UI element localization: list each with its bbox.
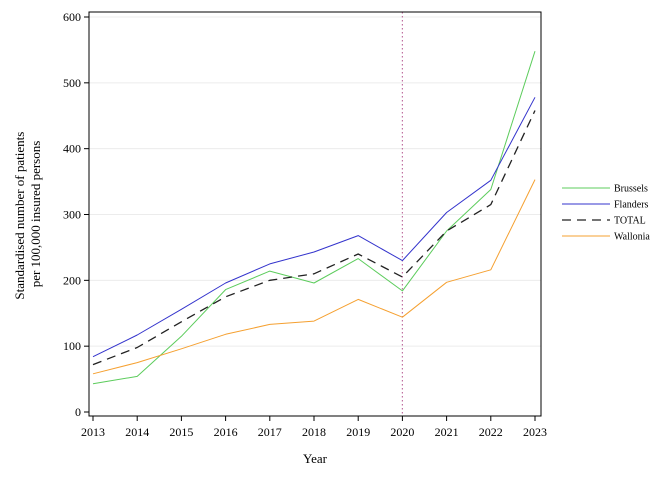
y-tick-label-500: 500	[63, 76, 81, 90]
y-tick-label-100: 100	[63, 339, 81, 353]
x-tick-label-2020: 2020	[390, 425, 414, 439]
series-line-wallonia	[92, 179, 536, 375]
legend-label-total: TOTAL	[614, 216, 646, 227]
y-tick-label-300: 300	[63, 208, 81, 222]
y-tick-label-0: 0	[75, 405, 81, 419]
y-axis-title: Standardised number of patients per 100,…	[12, 128, 43, 299]
y-axis: 0 100 200 300 400 500 600	[63, 10, 89, 419]
legend-label-flanders: Flanders	[614, 200, 649, 211]
legend-label-brussels: Brussels	[614, 184, 648, 195]
x-tick-label-2015: 2015	[169, 425, 193, 439]
y-axis-title-line-1: Standardised number of patients	[12, 132, 27, 300]
series-line-brussels	[92, 51, 536, 385]
x-axis-title: Year	[303, 451, 328, 466]
gridlines	[89, 16, 541, 347]
x-tick-label-2013: 2013	[81, 425, 105, 439]
y-tick-label-200: 200	[63, 273, 81, 287]
x-tick-label-2022: 2022	[479, 425, 503, 439]
y-axis-title-line-2: per 100,000 insured persons	[28, 141, 43, 288]
x-tick-label-2023: 2023	[523, 425, 547, 439]
legend: Brussels Flanders TOTAL Wallonia	[562, 184, 650, 243]
x-tick-label-2017: 2017	[258, 425, 282, 439]
x-tick-label-2018: 2018	[302, 425, 326, 439]
series-line-flanders	[92, 97, 536, 358]
x-tick-label-2016: 2016	[214, 425, 238, 439]
x-tick-label-2014: 2014	[125, 425, 149, 439]
series-line-total	[92, 110, 536, 366]
x-tick-label-2021: 2021	[435, 425, 459, 439]
x-axis: 2013 2014 2015 2016 2017 2018 2019 2020 2021 2022…	[81, 416, 547, 439]
y-tick-label-400: 400	[63, 142, 81, 156]
series-lines	[92, 51, 536, 385]
x-tick-label-2019: 2019	[346, 425, 370, 439]
y-tick-label-600: 600	[63, 10, 81, 24]
legend-label-wallonia: Wallonia	[614, 232, 650, 243]
